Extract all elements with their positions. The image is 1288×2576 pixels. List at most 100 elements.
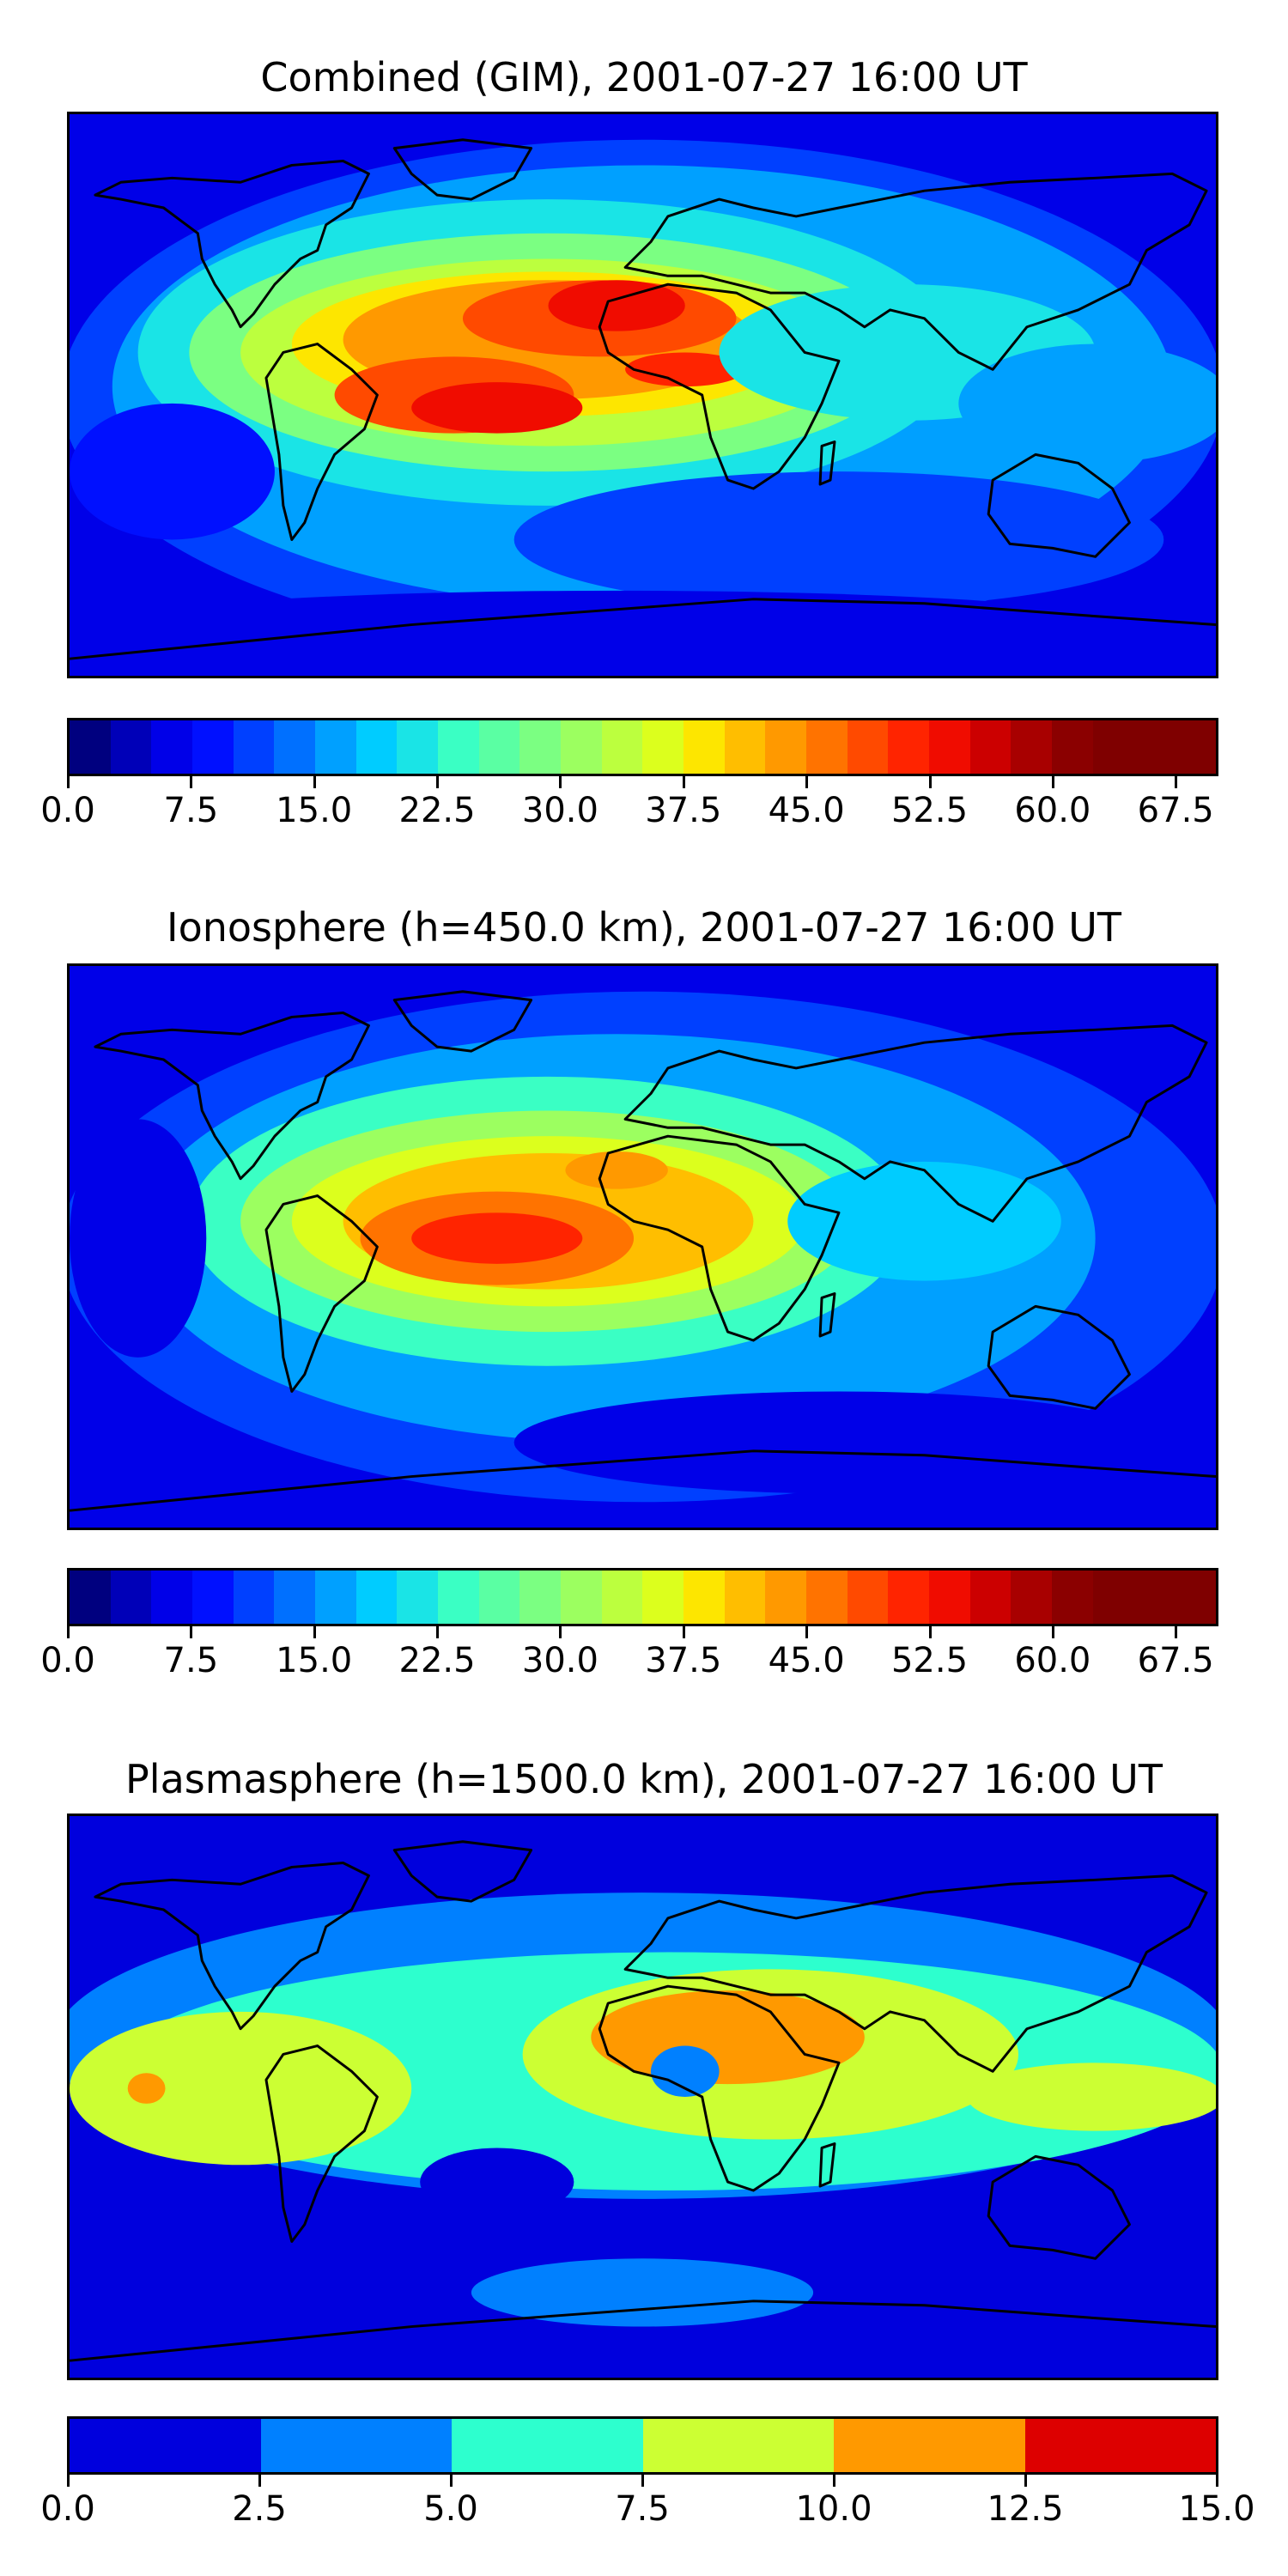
coastline-southAmerica bbox=[264, 2044, 379, 2243]
colorbar-tick bbox=[1216, 2475, 1218, 2487]
colorbar-tick-label: 15.0 bbox=[276, 1641, 353, 1680]
contour-region bbox=[513, 471, 1164, 608]
colorbar-segment bbox=[70, 2419, 261, 2472]
tec-field-0 bbox=[70, 114, 1216, 676]
coastline-madagascar bbox=[818, 440, 836, 486]
map-plasmasphere bbox=[67, 1814, 1218, 2380]
contour-region bbox=[787, 1161, 1061, 1281]
colorbar-tick-label: 0.0 bbox=[40, 1641, 95, 1680]
colorbar-segment bbox=[888, 1571, 930, 1624]
colorbar-segment bbox=[478, 720, 520, 774]
colorbar-tick-label: 67.5 bbox=[1137, 791, 1214, 830]
colorbar-segment bbox=[683, 1571, 725, 1624]
colorbar-segment bbox=[806, 720, 848, 774]
contour-region bbox=[70, 1119, 207, 1358]
colorbar-tick-label: 5.0 bbox=[423, 2489, 478, 2529]
panel-title-plasmasphere: Plasmasphere (h=1500.0 km), 2001-07-27 1… bbox=[125, 1756, 1163, 1802]
colorbar-tick-label: 15.0 bbox=[1178, 2489, 1255, 2529]
colorbar-segment bbox=[315, 720, 356, 774]
colorbar-tick bbox=[1175, 776, 1178, 788]
colorbar-tick-label: 7.5 bbox=[163, 1641, 219, 1680]
colorbar-combined bbox=[67, 718, 1218, 776]
colorbar-segment bbox=[929, 1571, 970, 1624]
colorbar-tick bbox=[682, 776, 685, 788]
colorbar-segment bbox=[969, 1571, 1012, 1624]
coastline-greenland bbox=[392, 138, 533, 201]
colorbar-tick-label: 22.5 bbox=[398, 791, 476, 830]
coastline-southAmerica bbox=[264, 1194, 379, 1393]
contour-region bbox=[625, 352, 745, 387]
colorbar-segment bbox=[110, 1571, 152, 1624]
contour-region bbox=[565, 1151, 668, 1189]
colorbar-tick-label: 0.0 bbox=[40, 791, 95, 830]
coastline-madagascar bbox=[818, 2142, 836, 2188]
contour-region bbox=[411, 382, 583, 434]
contour-region bbox=[127, 2073, 166, 2104]
colorbar-tick bbox=[450, 2475, 453, 2487]
colorbar-tick bbox=[682, 1626, 685, 1638]
colorbar-segment bbox=[601, 1571, 643, 1624]
map-ionosphere bbox=[67, 963, 1218, 1530]
colorbar-segment bbox=[929, 720, 970, 774]
colorbar-tick-label: 37.5 bbox=[645, 1641, 722, 1680]
colorbar-segment bbox=[274, 1571, 316, 1624]
colorbar-segment bbox=[192, 720, 234, 774]
tec-field-1 bbox=[70, 966, 1216, 1528]
colorbar-segment bbox=[847, 1571, 889, 1624]
colorbar-tick-label: 30.0 bbox=[521, 791, 598, 830]
colorbar-segment bbox=[519, 1571, 562, 1624]
colorbar-tick bbox=[313, 1626, 316, 1638]
colorbar-segment bbox=[315, 1571, 356, 1624]
colorbar-segment bbox=[70, 1571, 111, 1624]
panel-title-combined: Combined (GIM), 2001-07-27 16:00 UT bbox=[260, 54, 1028, 100]
colorbar-segment bbox=[1052, 1571, 1093, 1624]
colorbar-tick-label: 37.5 bbox=[645, 791, 722, 830]
panel-title-ionosphere: Ionosphere (h=450.0 km), 2001-07-27 16:0… bbox=[167, 904, 1121, 951]
contour-region bbox=[411, 1212, 583, 1264]
coastline-africa bbox=[598, 1984, 841, 2192]
colorbar-segment bbox=[765, 720, 807, 774]
colorbar-tick-label: 22.5 bbox=[398, 1641, 476, 1680]
colorbar-tick bbox=[1051, 1626, 1054, 1638]
colorbar-tick bbox=[436, 1626, 440, 1638]
colorbar-tick-label: 45.0 bbox=[768, 1641, 845, 1680]
coastline-northAmerica bbox=[94, 160, 370, 329]
coastline-antarctica bbox=[70, 1449, 1216, 1512]
map-combined bbox=[67, 112, 1218, 678]
coastline-madagascar bbox=[818, 1292, 836, 1338]
colorbar-tick-label: 7.5 bbox=[163, 791, 219, 830]
colorbar-tick-label: 52.5 bbox=[890, 1641, 969, 1680]
colorbar-ionosphere bbox=[67, 1568, 1218, 1626]
colorbar-segment bbox=[724, 1571, 766, 1624]
contour-region bbox=[967, 2063, 1216, 2131]
colorbar-tick bbox=[67, 776, 70, 788]
colorbar-segment bbox=[452, 2419, 643, 2472]
colorbar-tick bbox=[833, 2475, 835, 2487]
colorbar-tick bbox=[436, 776, 440, 788]
coastline-antarctica bbox=[70, 598, 1216, 660]
colorbar-segment bbox=[438, 720, 479, 774]
colorbar-segment bbox=[397, 1571, 439, 1624]
coastline-southAmerica bbox=[264, 343, 379, 541]
contour-region bbox=[650, 2045, 720, 2097]
colorbar-segment bbox=[355, 720, 398, 774]
colorbar-tick bbox=[928, 1626, 932, 1638]
coastline-africa bbox=[598, 1134, 841, 1342]
colorbar-segment bbox=[724, 720, 766, 774]
colorbar-segment bbox=[834, 2419, 1025, 2472]
colorbar-segment bbox=[233, 720, 275, 774]
colorbar-tick-label: 0.0 bbox=[40, 2489, 95, 2529]
colorbar-tick-label: 12.5 bbox=[987, 2489, 1064, 2529]
coastline-australia bbox=[987, 2154, 1131, 2260]
coastline-australia bbox=[987, 453, 1131, 558]
colorbar-tick bbox=[190, 1626, 193, 1638]
colorbar-tick bbox=[641, 2475, 644, 2487]
colorbar-segment bbox=[888, 720, 930, 774]
colorbar-segment bbox=[969, 720, 1012, 774]
contour-region bbox=[471, 2258, 814, 2327]
coastline-australia bbox=[987, 1304, 1131, 1410]
colorbar-segment bbox=[683, 720, 725, 774]
colorbar-tick-label: 7.5 bbox=[615, 2489, 670, 2529]
colorbar-tick bbox=[190, 776, 193, 788]
contour-region bbox=[958, 343, 1216, 464]
